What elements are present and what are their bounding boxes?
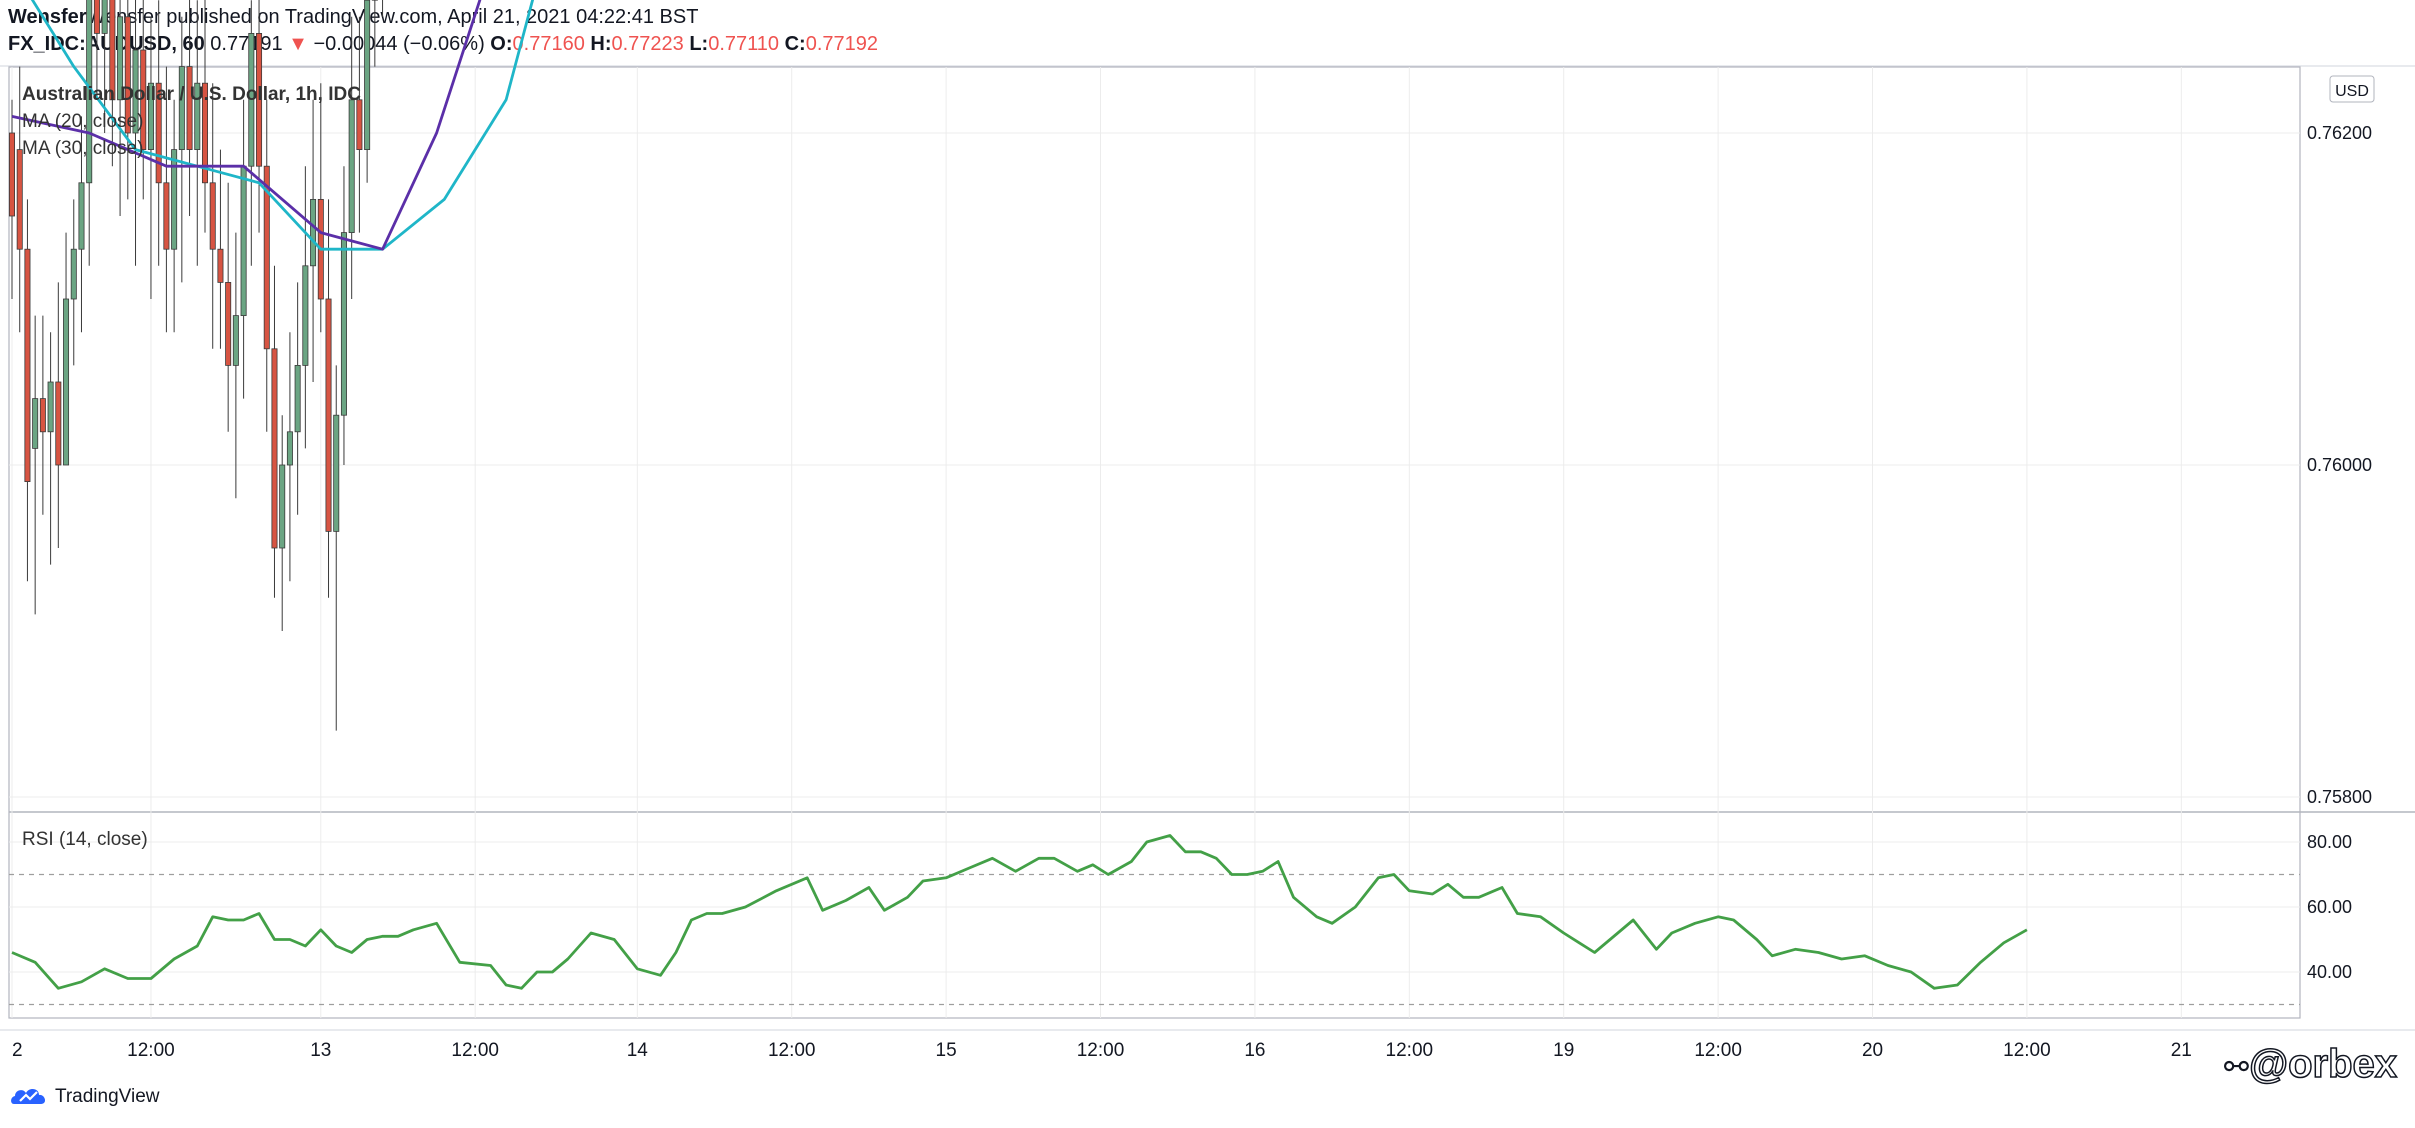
candle-body	[171, 149, 178, 250]
rsi-y-tick-label: 60.00	[2307, 897, 2352, 917]
candle-body	[178, 66, 185, 150]
open-label: O:	[490, 33, 513, 55]
watermark-text: @orbex	[2248, 1041, 2397, 1087]
candle-body	[364, 0, 371, 150]
low-label: L:	[689, 33, 709, 55]
candle-body	[124, 16, 131, 134]
rsi-y-tick-label: 80.00	[2307, 832, 2352, 852]
legend-ma30: MA (30, close)	[22, 138, 143, 159]
x-tick-label: 21	[2171, 1040, 2192, 1061]
x-tick-label: 12:00	[2003, 1040, 2051, 1061]
candle-body	[217, 248, 224, 283]
orbex-watermark: ⚯@orbex	[2223, 1041, 2398, 1087]
candle-body	[310, 198, 317, 267]
x-tick-label: 12:00	[127, 1040, 175, 1061]
rsi-y-tick-label: 40.00	[2307, 962, 2352, 982]
x-tick-label: 14	[627, 1040, 649, 1061]
candle-body	[55, 381, 62, 466]
legend-ma20: MA (20, close)	[22, 111, 143, 132]
candle-body	[163, 182, 170, 250]
ma30-line	[30, 0, 535, 251]
candle-body	[340, 232, 347, 416]
candle-body	[16, 149, 23, 250]
publish-info: WensferWensfer published on TradingView.…	[8, 6, 698, 29]
y-tick-label: 0.75800	[2307, 787, 2372, 807]
high-label: H:	[590, 33, 612, 55]
candle-body	[93, 0, 100, 34]
candle-body	[356, 99, 363, 151]
candle-body	[109, 0, 116, 101]
candle-body	[248, 33, 255, 167]
candle-body	[271, 348, 278, 549]
currency-badge	[2329, 75, 2375, 103]
candle-body	[302, 265, 309, 366]
candle-body	[286, 431, 293, 466]
y-tick-label: 0.76000	[2307, 455, 2372, 475]
candle-body	[147, 82, 154, 150]
x-tick-label: 2	[12, 1040, 23, 1061]
candle-body	[140, 49, 147, 150]
candle-body	[24, 248, 31, 482]
candle-body	[132, 49, 139, 134]
candle-body	[63, 298, 70, 466]
x-tick-label: 15	[936, 1040, 957, 1061]
candle-body	[256, 33, 263, 167]
candle-body	[294, 364, 301, 433]
price-change: −0.00044 (−0.06%)	[313, 33, 485, 55]
low-value: 0.77110	[708, 33, 780, 55]
x-tick-label: 12:00	[1077, 1040, 1125, 1061]
candle-body	[263, 165, 270, 350]
candle-body	[155, 82, 162, 184]
x-tick-label: 19	[1553, 1040, 1574, 1061]
last-price: 0.77191	[210, 33, 283, 55]
plot-frame	[8, 66, 2301, 1019]
candle-body	[333, 414, 340, 532]
candle-body	[186, 66, 193, 150]
candle-body	[348, 99, 355, 234]
x-tick-label: 16	[1244, 1040, 1265, 1061]
ma20-line	[11, 0, 482, 251]
candle-body	[86, 0, 93, 184]
candle-body	[47, 381, 54, 433]
candle-body	[240, 165, 247, 316]
close-label: C:	[784, 33, 806, 55]
rsi-line	[11, 834, 2028, 990]
x-tick-label: 13	[310, 1040, 331, 1061]
y-tick-label: 0.76200	[2307, 123, 2372, 143]
symbol-info: FX_IDC:AUDUSD, 60 0.77191 ▼ −0.00044 (−0…	[8, 33, 878, 56]
candle-body	[201, 82, 208, 184]
chain-link-icon: ⚯	[2223, 1051, 2250, 1084]
x-tick-label: 12:00	[1386, 1040, 1434, 1061]
x-tick-label: 12:00	[1694, 1040, 1742, 1061]
high-value: 0.77223	[611, 33, 684, 55]
chart-title: Australian Dollar / U.S. Dollar, 1h, IDC	[22, 84, 361, 105]
currency-label: USD	[2335, 83, 2369, 100]
candle-body	[101, 0, 108, 34]
candle-body	[325, 298, 332, 532]
open-value: 0.77160	[512, 33, 585, 55]
close-value: 0.77192	[805, 33, 879, 55]
tradingview-cloud-icon	[11, 1089, 46, 1104]
publish-line: Wensfer published on TradingView.com, Ap…	[86, 6, 699, 28]
candle-body	[225, 281, 232, 366]
candle-body	[209, 182, 216, 250]
tradingview-brand: TradingView	[54, 1086, 160, 1107]
candle-body	[78, 182, 85, 250]
candle-body	[279, 464, 286, 549]
candle-body	[194, 82, 201, 150]
candle-body	[232, 315, 239, 366]
author[interactable]: Wensfer	[8, 6, 87, 28]
x-tick-label: 12:00	[451, 1040, 499, 1061]
candle-body	[39, 398, 46, 433]
x-tick-label: 12:00	[768, 1040, 816, 1061]
x-tick-label: 20	[1862, 1040, 1883, 1061]
candle-body	[117, 16, 124, 101]
candle-body	[70, 248, 77, 300]
candle-body	[8, 132, 15, 217]
candle-body	[32, 398, 39, 449]
down-arrow-icon: ▼	[288, 33, 308, 55]
rsi-title: RSI (14, close)	[22, 829, 148, 850]
tradingview-logo[interactable]: TradingView	[10, 1084, 160, 1108]
